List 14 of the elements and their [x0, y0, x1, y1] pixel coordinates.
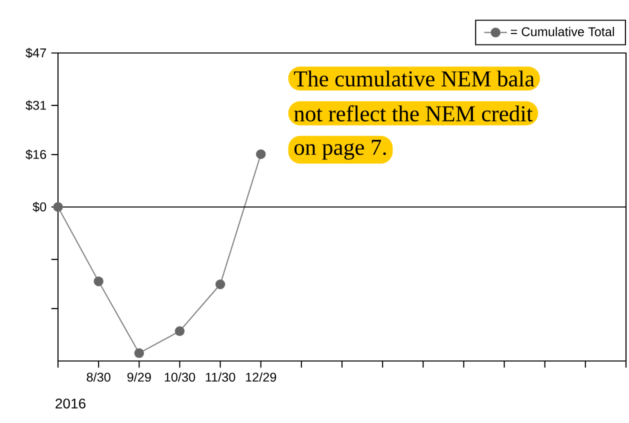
- y-tick-label: $47: [26, 48, 46, 58]
- y-tick-label: $0: [32, 202, 46, 212]
- annotation: The cumulative NEM bala: [294, 70, 534, 87]
- x-tick-label: 11/30: [206, 372, 236, 382]
- y-tick-label: $16: [26, 149, 46, 160]
- x-tick-label: 10/30: [164, 372, 196, 382]
- x-tick-label: 9/29: [127, 372, 151, 382]
- y-tick-label: $31: [26, 100, 46, 111]
- annotation: on page 7.: [294, 140, 386, 160]
- x-tick-label: 8/30: [86, 372, 110, 382]
- x-tick-label: 12/29: [246, 372, 276, 382]
- legend-label: = Cumulative Total: [510, 26, 614, 36]
- annotation: not reflect the NEM credit: [294, 105, 533, 122]
- text: 2016: [56, 398, 86, 409]
